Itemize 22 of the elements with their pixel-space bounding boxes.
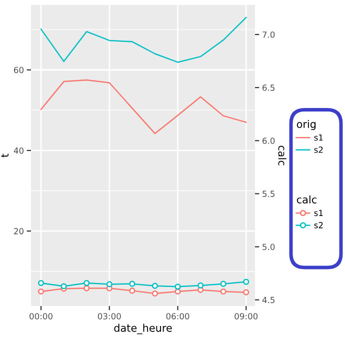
- y2-tick-label: 7.0: [262, 31, 275, 38]
- text: calc: [296, 195, 316, 204]
- y2-tick-label: 5.0: [262, 244, 275, 250]
- y2-tick-label: 4.5: [262, 296, 274, 304]
- y2-tick-label: 6.0: [262, 138, 275, 144]
- x-tick-label: 03:00: [98, 313, 121, 320]
- legend-label: s2: [314, 222, 323, 228]
- legend-label: s1: [314, 134, 323, 141]
- y-tick-label: 60: [14, 66, 24, 74]
- text: orig: [296, 120, 316, 130]
- y2-tick-label: 5.5: [262, 190, 274, 197]
- y-axis-title: t: [1, 154, 9, 158]
- x-tick-label: 00:00: [30, 313, 52, 320]
- y2-axis-title: calc: [278, 146, 286, 166]
- y-tick-label: 20: [14, 228, 24, 234]
- x-tick-label: 06:00: [166, 313, 190, 320]
- y2-tick-label: 6.5: [262, 84, 274, 91]
- y-tick-label: 40: [14, 147, 24, 154]
- legend-label: s2: [314, 146, 323, 153]
- legend-label: s1: [314, 210, 323, 216]
- x-axis-title: date_heure: [114, 324, 172, 334]
- x-tick-label: 09:00: [234, 313, 258, 320]
